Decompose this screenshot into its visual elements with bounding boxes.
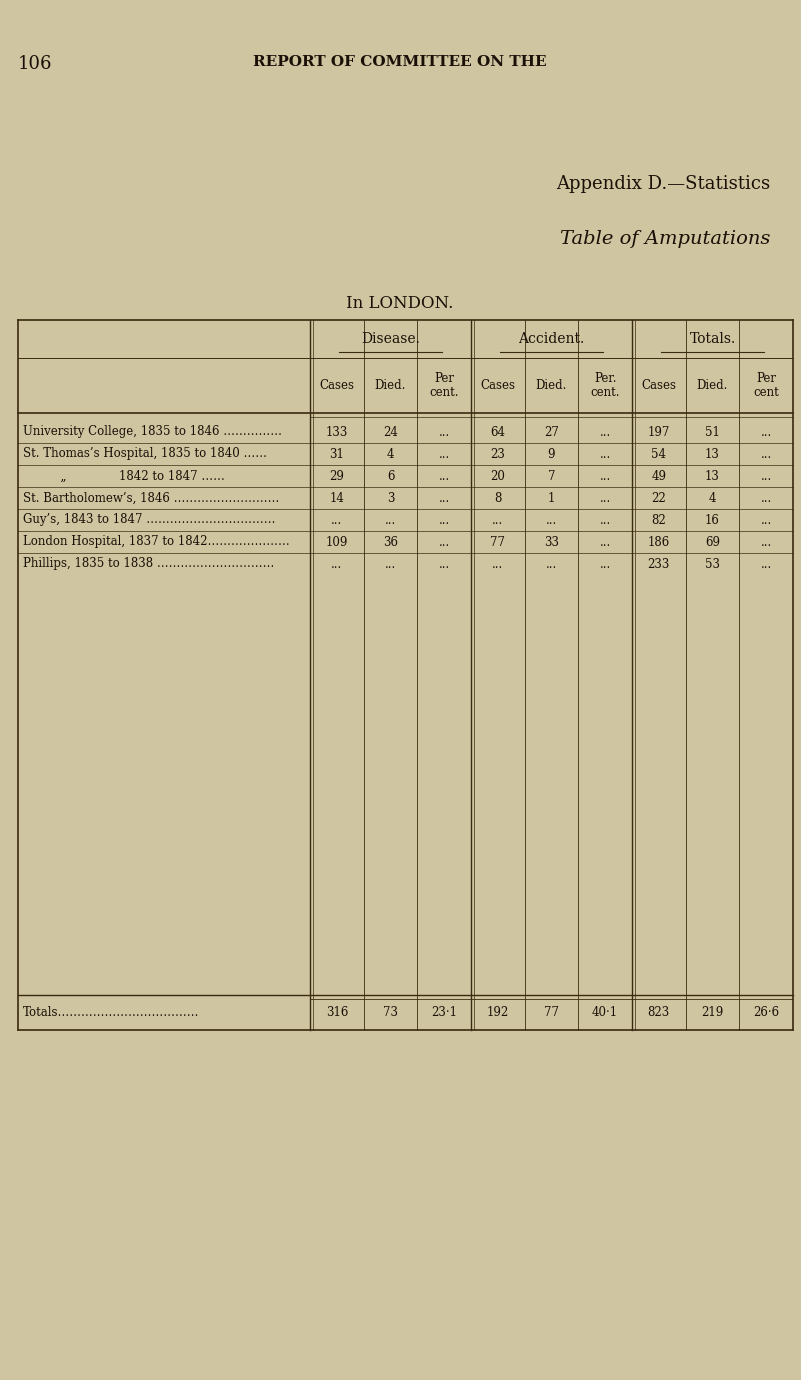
Text: 82: 82 <box>651 513 666 527</box>
Text: ...: ... <box>331 513 343 527</box>
Text: Cases: Cases <box>320 380 354 392</box>
Text: 109: 109 <box>326 535 348 548</box>
Text: 3: 3 <box>387 491 394 505</box>
Text: ...: ... <box>599 425 611 439</box>
Text: 4: 4 <box>709 491 716 505</box>
Text: ...: ... <box>545 558 557 570</box>
Text: 26·6: 26·6 <box>753 1006 779 1018</box>
Text: Totals.: Totals. <box>690 333 735 346</box>
Text: 8: 8 <box>494 491 501 505</box>
Text: Per.
cent.: Per. cent. <box>590 371 620 399</box>
Text: ...: ... <box>438 513 450 527</box>
Text: ...: ... <box>545 513 557 527</box>
Text: „              1842 to 1847 ……: „ 1842 to 1847 …… <box>23 469 225 483</box>
Text: 16: 16 <box>705 513 720 527</box>
Text: 14: 14 <box>329 491 344 505</box>
Text: Accident.: Accident. <box>518 333 585 346</box>
Text: ...: ... <box>760 469 772 483</box>
Text: London Hospital, 1837 to 1842…………………: London Hospital, 1837 to 1842………………… <box>23 535 290 548</box>
Text: 33: 33 <box>544 535 559 548</box>
Text: 53: 53 <box>705 558 720 570</box>
Text: 13: 13 <box>705 447 720 461</box>
Text: 7: 7 <box>548 469 555 483</box>
Text: ...: ... <box>438 535 450 548</box>
Text: ...: ... <box>492 558 504 570</box>
Text: ...: ... <box>760 491 772 505</box>
Text: 233: 233 <box>648 558 670 570</box>
Text: 31: 31 <box>329 447 344 461</box>
Text: ...: ... <box>760 513 772 527</box>
Text: 192: 192 <box>487 1006 509 1018</box>
Text: Died.: Died. <box>536 380 567 392</box>
Text: Cases: Cases <box>481 380 515 392</box>
Text: 27: 27 <box>544 425 559 439</box>
Text: 6: 6 <box>387 469 394 483</box>
Text: Cases: Cases <box>642 380 676 392</box>
Text: Died.: Died. <box>697 380 728 392</box>
Text: ...: ... <box>384 513 396 527</box>
Text: 64: 64 <box>490 425 505 439</box>
Text: 316: 316 <box>326 1006 348 1018</box>
Text: 51: 51 <box>705 425 720 439</box>
Text: 4: 4 <box>387 447 394 461</box>
Text: In LONDON.: In LONDON. <box>346 295 453 312</box>
Text: 23: 23 <box>490 447 505 461</box>
Text: ...: ... <box>599 491 611 505</box>
Text: ...: ... <box>760 558 772 570</box>
Text: 36: 36 <box>383 535 398 548</box>
Text: 29: 29 <box>329 469 344 483</box>
Text: ...: ... <box>599 558 611 570</box>
Text: 40·1: 40·1 <box>592 1006 618 1018</box>
Text: 186: 186 <box>648 535 670 548</box>
Text: 197: 197 <box>648 425 670 439</box>
Text: 77: 77 <box>490 535 505 548</box>
Text: 49: 49 <box>651 469 666 483</box>
Text: 9: 9 <box>548 447 555 461</box>
Text: 823: 823 <box>648 1006 670 1018</box>
Text: ...: ... <box>599 513 611 527</box>
Text: ...: ... <box>331 558 343 570</box>
Text: ...: ... <box>760 447 772 461</box>
Text: ...: ... <box>438 425 450 439</box>
Text: 13: 13 <box>705 469 720 483</box>
Text: 106: 106 <box>18 55 53 73</box>
Text: REPORT OF COMMITTEE ON THE: REPORT OF COMMITTEE ON THE <box>253 55 547 69</box>
Text: 77: 77 <box>544 1006 559 1018</box>
Text: 133: 133 <box>326 425 348 439</box>
Text: ...: ... <box>438 491 450 505</box>
Text: St. Thomas’s Hospital, 1835 to 1840 ……: St. Thomas’s Hospital, 1835 to 1840 …… <box>23 447 267 461</box>
Text: ...: ... <box>760 425 772 439</box>
Text: 24: 24 <box>383 425 398 439</box>
Text: ...: ... <box>438 469 450 483</box>
Text: St. Bartholomew’s, 1846 ………………………: St. Bartholomew’s, 1846 ……………………… <box>23 491 280 505</box>
Text: Disease.: Disease. <box>361 333 420 346</box>
Text: ...: ... <box>384 558 396 570</box>
Text: ...: ... <box>599 535 611 548</box>
Text: ...: ... <box>760 535 772 548</box>
Text: ...: ... <box>492 513 504 527</box>
Text: ...: ... <box>438 558 450 570</box>
Text: 1: 1 <box>548 491 555 505</box>
Text: 20: 20 <box>490 469 505 483</box>
Text: University College, 1835 to 1846 ……………: University College, 1835 to 1846 …………… <box>23 425 282 439</box>
Text: 22: 22 <box>651 491 666 505</box>
Text: Died.: Died. <box>375 380 406 392</box>
Text: Appendix D.—Statistics: Appendix D.—Statistics <box>556 175 770 193</box>
Text: Phillips, 1835 to 1838 …………………………: Phillips, 1835 to 1838 ………………………… <box>23 558 275 570</box>
Text: 69: 69 <box>705 535 720 548</box>
Text: Guy’s, 1843 to 1847 ……………………………: Guy’s, 1843 to 1847 …………………………… <box>23 513 276 527</box>
Text: Table of Amputations: Table of Amputations <box>560 230 770 248</box>
Text: ...: ... <box>599 447 611 461</box>
Text: ...: ... <box>599 469 611 483</box>
Text: 219: 219 <box>702 1006 723 1018</box>
Text: Per
cent.: Per cent. <box>429 371 459 399</box>
Text: ...: ... <box>438 447 450 461</box>
Text: 23·1: 23·1 <box>431 1006 457 1018</box>
Text: 54: 54 <box>651 447 666 461</box>
Text: Per
cent: Per cent <box>753 371 779 399</box>
Text: 73: 73 <box>383 1006 398 1018</box>
Text: Totals………………………………: Totals……………………………… <box>23 1006 199 1018</box>
